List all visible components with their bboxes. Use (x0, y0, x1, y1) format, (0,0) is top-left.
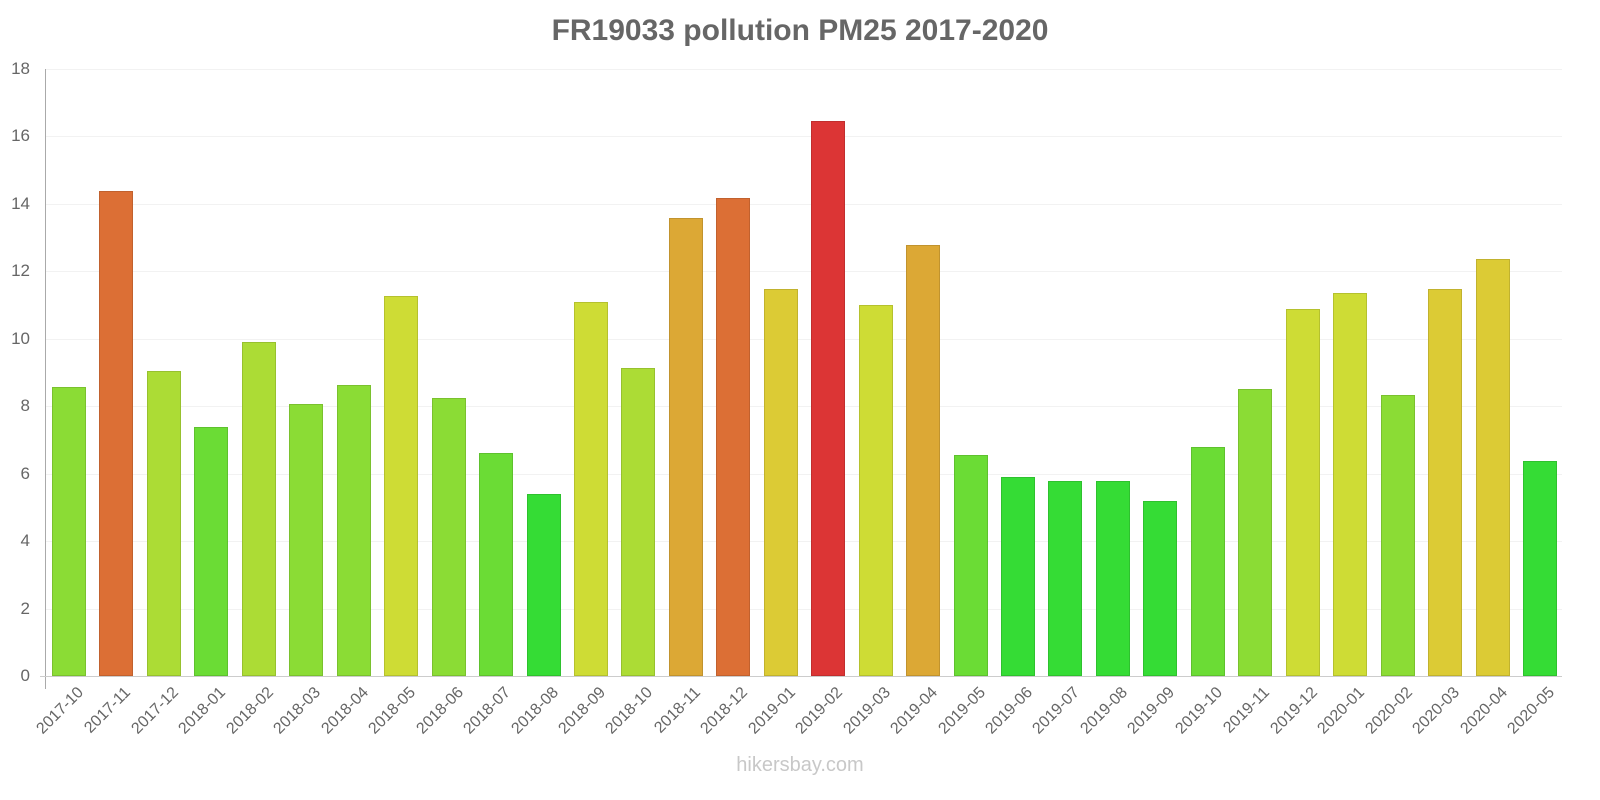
y-tick-label: 10 (11, 328, 30, 348)
bar-2018-02[interactable] (241, 341, 276, 676)
y-tick-label: 8 (20, 396, 30, 416)
bar-2019-07[interactable] (1048, 481, 1083, 676)
bar-2017-12[interactable] (146, 371, 181, 676)
y-tick-label: 18 (11, 59, 30, 78)
y-tick-label: 16 (11, 126, 30, 146)
bar-2019-04[interactable] (906, 245, 941, 676)
bar-2019-05[interactable] (953, 455, 988, 676)
gridline (46, 473, 1562, 475)
y-axis (45, 69, 46, 689)
y-tick-label: 6 (20, 463, 30, 483)
gridline (46, 271, 1562, 273)
gridline (46, 69, 1562, 70)
bar-2018-12[interactable] (716, 198, 751, 676)
y-tick-label: 4 (20, 531, 30, 551)
bar-2018-10[interactable] (621, 368, 656, 676)
gridline (46, 203, 1562, 205)
gridline (46, 541, 1562, 543)
watermark: hikersbay.com (736, 754, 864, 776)
bar-2018-08[interactable] (526, 494, 561, 676)
bar-2019-01[interactable] (763, 288, 798, 676)
bar-2019-11[interactable] (1238, 388, 1273, 676)
gridline (46, 608, 1562, 610)
bar-2018-03[interactable] (289, 404, 324, 676)
x-axis (40, 676, 1562, 677)
y-tick-label: 14 (11, 193, 30, 213)
y-tick-label: 12 (11, 261, 30, 281)
bar-2020-03[interactable] (1428, 288, 1463, 676)
bar-2017-10[interactable] (52, 387, 86, 676)
bar-2018-01[interactable] (194, 426, 229, 676)
chart-title: FR19033 pollution PM25 2017-2020 (551, 14, 1049, 47)
bar-2019-03[interactable] (858, 305, 893, 676)
bar-2017-11[interactable] (99, 191, 134, 676)
gridline (46, 136, 1562, 138)
bar-2018-05[interactable] (384, 295, 419, 676)
bar-2020-04[interactable] (1475, 258, 1510, 676)
bar-2019-12[interactable] (1285, 309, 1320, 676)
bar-2018-09[interactable] (573, 302, 608, 676)
bar-2019-06[interactable] (1001, 477, 1035, 676)
bar-2020-01[interactable] (1333, 292, 1368, 676)
bar-2018-11[interactable] (668, 218, 703, 676)
bar-2019-08[interactable] (1095, 481, 1130, 676)
bar-2018-07[interactable] (479, 453, 514, 676)
gridline (46, 406, 1562, 408)
bar-2018-04[interactable] (336, 384, 371, 676)
bar-2019-09[interactable] (1143, 500, 1178, 676)
bar-2020-05[interactable] (1522, 461, 1557, 676)
gridline (46, 338, 1562, 340)
bar-2019-10[interactable] (1190, 447, 1225, 676)
y-tick-label: 2 (20, 598, 30, 618)
bar-2019-02[interactable] (811, 121, 846, 676)
bar-2018-06[interactable] (431, 398, 466, 676)
y-tick-label: 0 (20, 666, 30, 685)
bar-2020-02[interactable] (1380, 395, 1415, 676)
